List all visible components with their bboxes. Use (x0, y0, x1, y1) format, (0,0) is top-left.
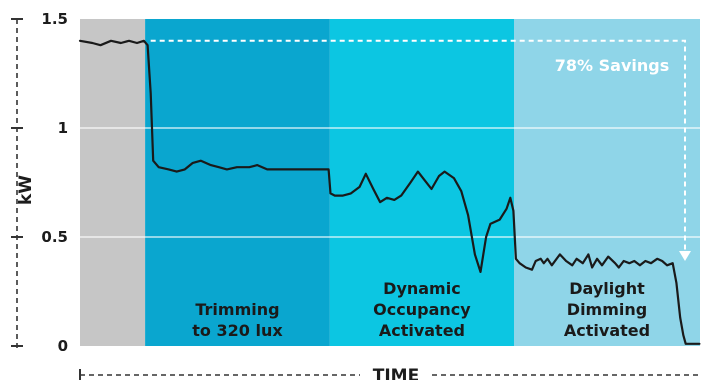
phase-label-2-line-0: Dynamic (383, 279, 461, 298)
gridlines (80, 127, 700, 238)
savings-annotation-line (150, 39, 686, 253)
savings-annotation-label: 78% Savings (555, 56, 669, 75)
phase-label-3-line-0: Daylight (569, 279, 645, 298)
y-tick-label-3: 1.5 (41, 10, 68, 28)
phase-background-3 (514, 19, 700, 346)
phase-label-3: Daylight Dimming Activated (564, 279, 650, 340)
phase-background-1 (145, 19, 330, 346)
phase-label-2-line-2: Activated (379, 321, 465, 340)
y-tick-labels: 0 0.5 1 1.5 (11, 10, 68, 355)
y-axis-label: kW (16, 175, 36, 205)
phase-label-1-line-1: to 320 lux (192, 321, 283, 340)
y-tick-label-2: 1 (58, 119, 68, 137)
phase-labels: Trimming to 320 lux Dynamic Occupancy Activa… (192, 279, 650, 340)
series-line-0 (78, 39, 701, 345)
savings-annotation: 78% Savings (150, 39, 691, 261)
phase-label-1-line-0: Trimming (195, 300, 279, 319)
phase-label-2: Dynamic Occupancy Activated (373, 279, 471, 340)
phase-label-1: Trimming to 320 lux (192, 300, 283, 340)
axes: kW TIME (16, 19, 700, 380)
series (78, 39, 701, 345)
x-axis-label: TIME (373, 366, 419, 380)
phase-label-2-line-1: Occupancy (373, 300, 471, 319)
y-tick-label-1: 0.5 (41, 228, 68, 246)
y-tick-label-0: 0 (58, 337, 68, 355)
phase-backgrounds (80, 19, 700, 346)
phase-background-0 (80, 19, 146, 346)
phase-label-3-line-2: Activated (564, 321, 650, 340)
phase-label-3-line-1: Dimming (567, 300, 647, 319)
savings-annotation-arrowhead (679, 250, 691, 261)
